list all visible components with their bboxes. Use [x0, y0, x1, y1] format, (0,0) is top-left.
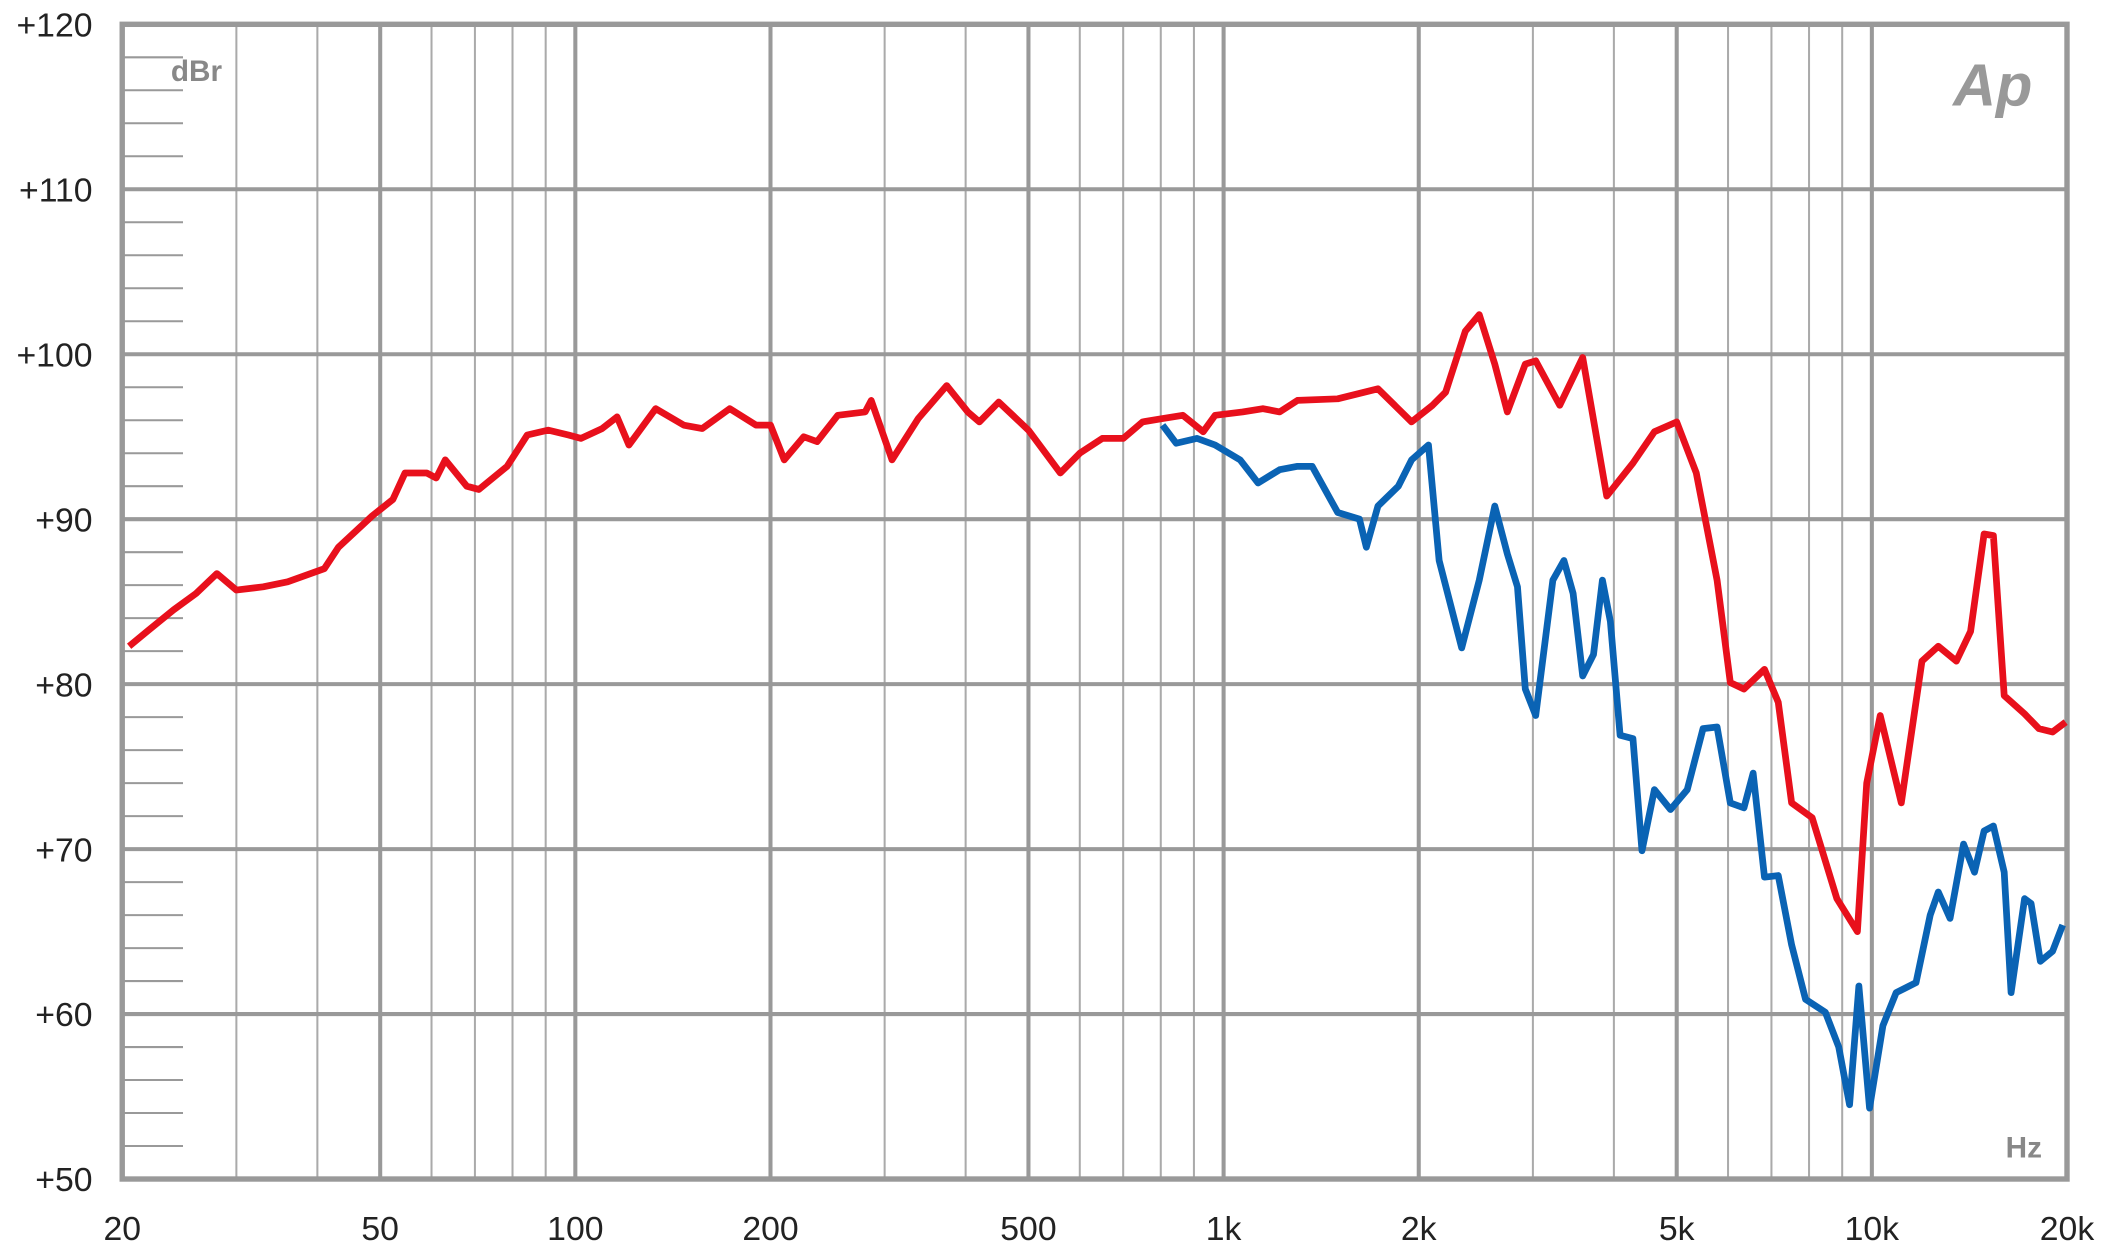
y-axis-label: dBr [171, 55, 223, 88]
plot-frame [119, 21, 2070, 1182]
x-tick-label: 500 [1000, 1210, 1056, 1248]
y-tick-label: +90 [35, 501, 92, 539]
y-tick-label: +100 [16, 336, 92, 374]
y-tick-label: +70 [35, 831, 92, 869]
x-tick-label: 10k [1845, 1210, 1900, 1248]
y-tick-label: +80 [35, 666, 92, 704]
y-tick-label: +50 [35, 1161, 92, 1199]
x-tick-label: 200 [742, 1210, 798, 1248]
x-tick-label: 20 [103, 1210, 141, 1248]
x-tick-label: 5k [1659, 1210, 1695, 1248]
y-tick-label: +60 [35, 996, 92, 1034]
x-axis-label: Hz [2006, 1131, 2042, 1164]
y-tick-label: +120 [16, 6, 92, 44]
y-tick-label: +110 [19, 171, 93, 209]
series-line [1159, 423, 2066, 1112]
x-tick-label: 20k [2040, 1210, 2095, 1248]
x-tick-label: 2k [1401, 1210, 1437, 1248]
x-tick-label: 50 [361, 1210, 399, 1248]
series-line [126, 311, 2068, 935]
logo: Ap [1951, 51, 2032, 118]
x-tick-label: 100 [547, 1210, 603, 1248]
x-tick-label: 1k [1206, 1210, 1242, 1248]
